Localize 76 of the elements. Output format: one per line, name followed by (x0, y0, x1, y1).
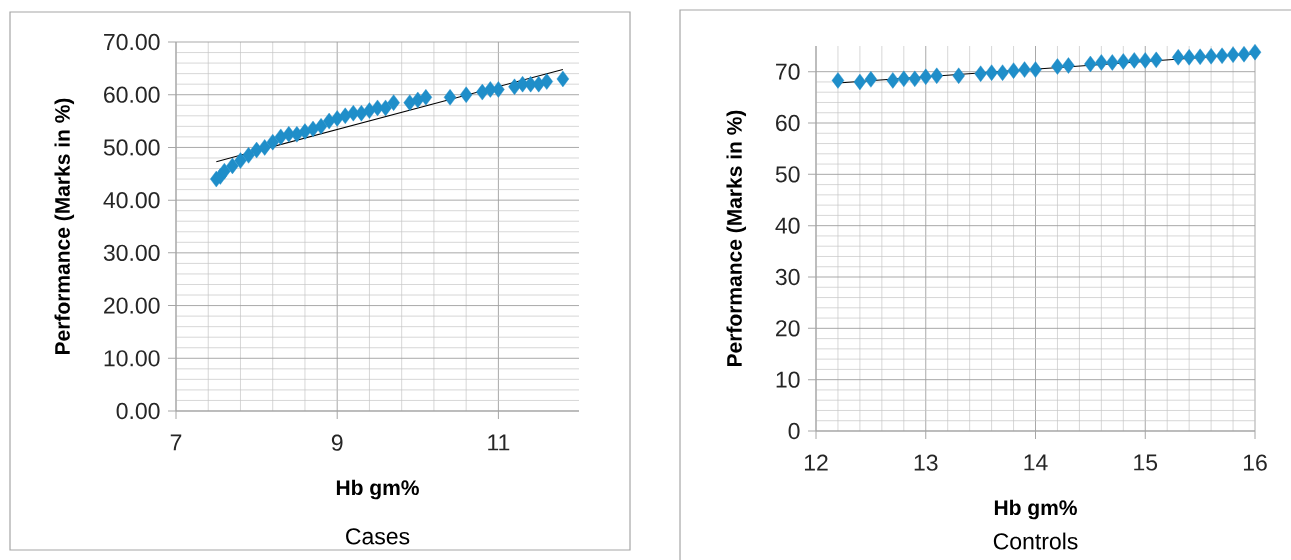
point (387, 94, 400, 111)
y-tick-label: 70 (776, 63, 800, 80)
point (1215, 47, 1229, 64)
x-tick-label: 16 (1243, 454, 1267, 471)
point (1193, 48, 1207, 65)
point (1237, 46, 1251, 63)
point (908, 70, 921, 88)
point (1018, 61, 1031, 78)
point (930, 67, 943, 84)
point (556, 70, 570, 88)
y-axis-title: Performance (Marks in %) (726, 110, 747, 367)
point (218, 162, 231, 180)
point (1248, 43, 1262, 61)
y-tick-label: 50 (775, 166, 800, 183)
point (853, 73, 867, 91)
point (1084, 55, 1097, 73)
point (459, 86, 473, 103)
text: Cases (346, 528, 410, 545)
x-tick-label: 13 (914, 454, 938, 471)
point (1106, 54, 1119, 71)
x-tick-label: 9 (331, 434, 343, 451)
x-tick-label: 15 (1134, 454, 1158, 471)
text: Controls (993, 532, 1078, 550)
point (1182, 49, 1196, 66)
point (919, 68, 932, 85)
point (1204, 48, 1218, 65)
point (897, 70, 911, 88)
point (540, 73, 553, 90)
y-tick-label: 50.00 (103, 139, 160, 156)
x-tick-label: 14 (1024, 454, 1048, 471)
point (996, 64, 1009, 81)
y-tick-label: 0.00 (116, 402, 160, 420)
point (314, 118, 328, 135)
point (419, 89, 433, 106)
point (443, 89, 457, 106)
x-tick-label: 12 (804, 454, 828, 471)
point (1226, 46, 1240, 63)
point (1062, 57, 1075, 74)
y-tick-label: 70.00 (104, 33, 160, 51)
y-tick-label: 30.00 (103, 244, 160, 261)
point (379, 99, 392, 117)
point (1171, 49, 1185, 66)
y-tick-label: 20 (776, 320, 800, 337)
y-tick-label: 60.00 (104, 86, 160, 103)
point (363, 102, 376, 119)
x-tick-label: 11 (488, 434, 510, 451)
point (492, 81, 505, 98)
point (1117, 53, 1130, 70)
point (1139, 52, 1152, 69)
y-tick-label: 40.00 (103, 192, 160, 209)
x-axis-title: Hb gm% (336, 479, 419, 500)
y-tick-label: 10 (776, 371, 800, 388)
y-tick-label: 10.00 (104, 350, 160, 367)
point (1007, 62, 1020, 79)
point (1029, 61, 1042, 78)
point (864, 71, 878, 88)
y-tick-label: 60 (776, 114, 800, 132)
point (226, 157, 239, 175)
point (886, 72, 900, 89)
point (1150, 51, 1163, 69)
point (952, 67, 965, 84)
x-axis-title: Hb gm% (994, 499, 1077, 520)
y-tick-label: 0 (788, 422, 800, 440)
point (1128, 52, 1141, 69)
point (1095, 54, 1108, 71)
point (985, 64, 998, 81)
point (1051, 58, 1064, 75)
point (831, 72, 845, 89)
y-tick-label: 40 (775, 217, 800, 234)
point (266, 133, 279, 151)
x-tick-label: 7 (170, 434, 182, 451)
y-axis-title: Performance (Marks in %) (54, 98, 75, 355)
y-tick-label: 20.00 (104, 297, 160, 314)
point (234, 152, 247, 169)
point (974, 65, 987, 82)
y-tick-label: 30 (775, 268, 800, 286)
